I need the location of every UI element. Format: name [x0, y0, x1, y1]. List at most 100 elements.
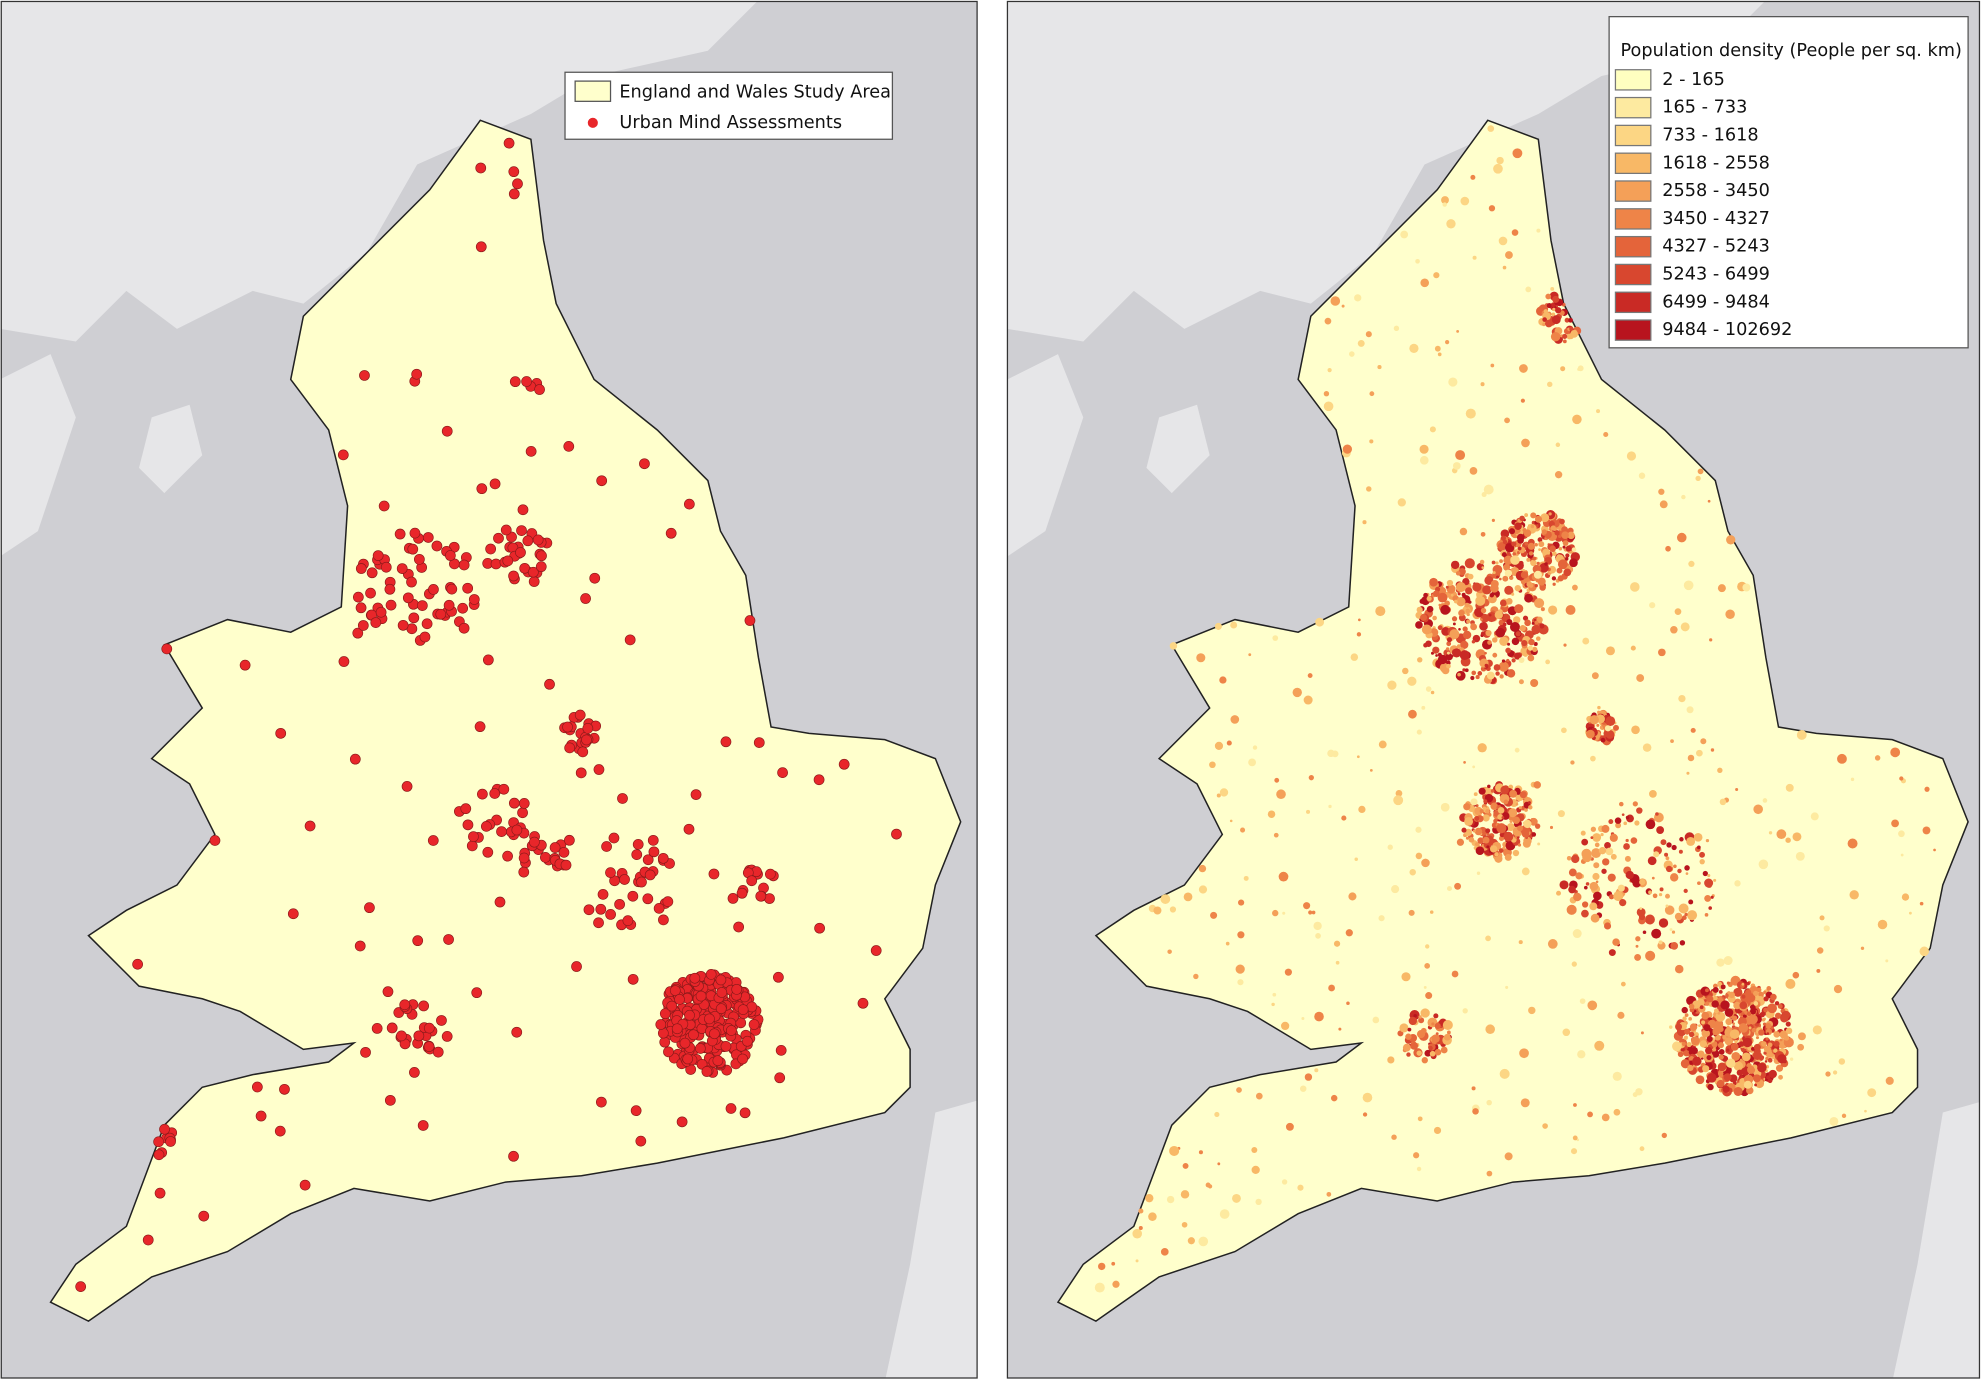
density-patch: [1742, 1014, 1747, 1018]
density-patch: [1753, 804, 1763, 815]
density-patch: [1442, 1019, 1453, 1031]
density-patch: [1755, 1036, 1760, 1040]
assessment-point: [814, 922, 825, 934]
density-patch: [1445, 585, 1449, 589]
assessment-point: [622, 915, 634, 927]
density-patch: [1665, 893, 1670, 899]
density-patch: [1437, 592, 1448, 603]
assessment-point: [544, 678, 555, 690]
assessment-point: [498, 783, 510, 795]
density-patch: [1670, 626, 1678, 634]
density-patch: [1901, 893, 1910, 901]
density-patch: [1450, 593, 1454, 597]
density-patch: [1482, 836, 1490, 844]
density-patch: [1446, 584, 1456, 594]
assessment-point: [411, 368, 423, 380]
density-patch: [1464, 668, 1469, 673]
density-patch: [1692, 1059, 1697, 1064]
density-patch: [1719, 798, 1727, 806]
density-patch: [1684, 912, 1688, 917]
density-patch: [1509, 789, 1518, 798]
density-patch: [1255, 1092, 1263, 1100]
density-patch: [1469, 467, 1478, 475]
legend-label: 165 - 733: [1662, 98, 1747, 118]
density-patch: [1433, 1013, 1439, 1019]
density-patch: [1426, 596, 1432, 602]
assessment-point: [409, 527, 421, 539]
density-patch: [1625, 870, 1634, 880]
assessment-point: [508, 797, 520, 809]
legend-swatch: [1614, 235, 1652, 258]
density-patch: [1776, 829, 1787, 840]
density-patch: [1630, 645, 1636, 651]
density-patch: [1568, 317, 1573, 323]
density-patch: [1160, 894, 1171, 904]
density-patch: [1556, 567, 1563, 574]
density-patch: [1492, 571, 1496, 575]
density-patch: [1315, 933, 1321, 939]
density-patch: [1502, 539, 1508, 545]
density-patch: [1556, 890, 1562, 896]
density-patch: [1132, 1228, 1142, 1239]
assessment-point: [482, 654, 494, 666]
density-patch: [1562, 540, 1569, 546]
density-patch: [1864, 1109, 1867, 1113]
density-patch: [1519, 791, 1527, 799]
density-patch: [1561, 526, 1568, 533]
assessment-point: [508, 570, 519, 582]
density-patch: [1445, 653, 1453, 661]
density-patch: [1440, 604, 1451, 615]
density-patch: [1111, 1261, 1116, 1266]
assessment-point: [435, 608, 447, 620]
density-patch: [1399, 1023, 1409, 1033]
density-patch: [1765, 1023, 1772, 1029]
density-patch: [1554, 530, 1560, 536]
density-patch: [1595, 880, 1599, 884]
assessment-point: [773, 971, 784, 983]
density-patch: [1765, 1056, 1769, 1061]
density-patch: [1235, 964, 1245, 974]
density-patch: [1323, 401, 1334, 412]
density-patch: [1395, 790, 1403, 797]
density-patch: [1284, 968, 1292, 976]
assessment-point: [596, 475, 608, 487]
density-patch: [1447, 886, 1452, 892]
density-patch: [1369, 768, 1373, 772]
density-patch: [1492, 637, 1498, 643]
assessment-point: [774, 1072, 786, 1084]
density-patch: [1681, 1042, 1686, 1047]
density-patch: [1569, 558, 1578, 568]
assessment-point: [644, 869, 656, 881]
density-patch: [1596, 723, 1600, 727]
right-legend: Population density (People per sq. km) 2…: [1608, 16, 1969, 349]
density-patch: [1712, 986, 1719, 993]
density-patch: [1471, 639, 1476, 644]
density-patch: [1562, 339, 1567, 344]
assessment-point: [287, 908, 299, 920]
density-patch: [1446, 663, 1451, 669]
assessment-point: [355, 602, 367, 614]
density-patch: [1528, 805, 1533, 810]
density-patch: [1112, 1280, 1120, 1288]
density-patch: [1486, 845, 1490, 849]
density-patch: [1520, 1098, 1530, 1108]
density-patch: [1587, 1111, 1593, 1118]
density-patch: [1561, 727, 1567, 734]
assessment-point: [423, 1041, 435, 1052]
density-patch: [1672, 1041, 1682, 1052]
density-patch: [1490, 789, 1495, 793]
density-patch: [1524, 808, 1528, 812]
density-patch: [1446, 219, 1456, 229]
density-patch: [1460, 196, 1470, 206]
assessment-point: [489, 788, 501, 799]
assessment-point: [574, 709, 586, 721]
density-patch: [1634, 953, 1642, 961]
density-patch: [1502, 846, 1506, 850]
density-patch: [1636, 907, 1646, 917]
density-patch: [1494, 610, 1503, 620]
density-patch: [1413, 1152, 1420, 1159]
legend-label: 6499 - 9484: [1662, 292, 1770, 312]
density-patch: [1217, 1162, 1221, 1166]
density-patch: [1219, 1209, 1230, 1219]
assessment-point: [663, 1046, 674, 1058]
